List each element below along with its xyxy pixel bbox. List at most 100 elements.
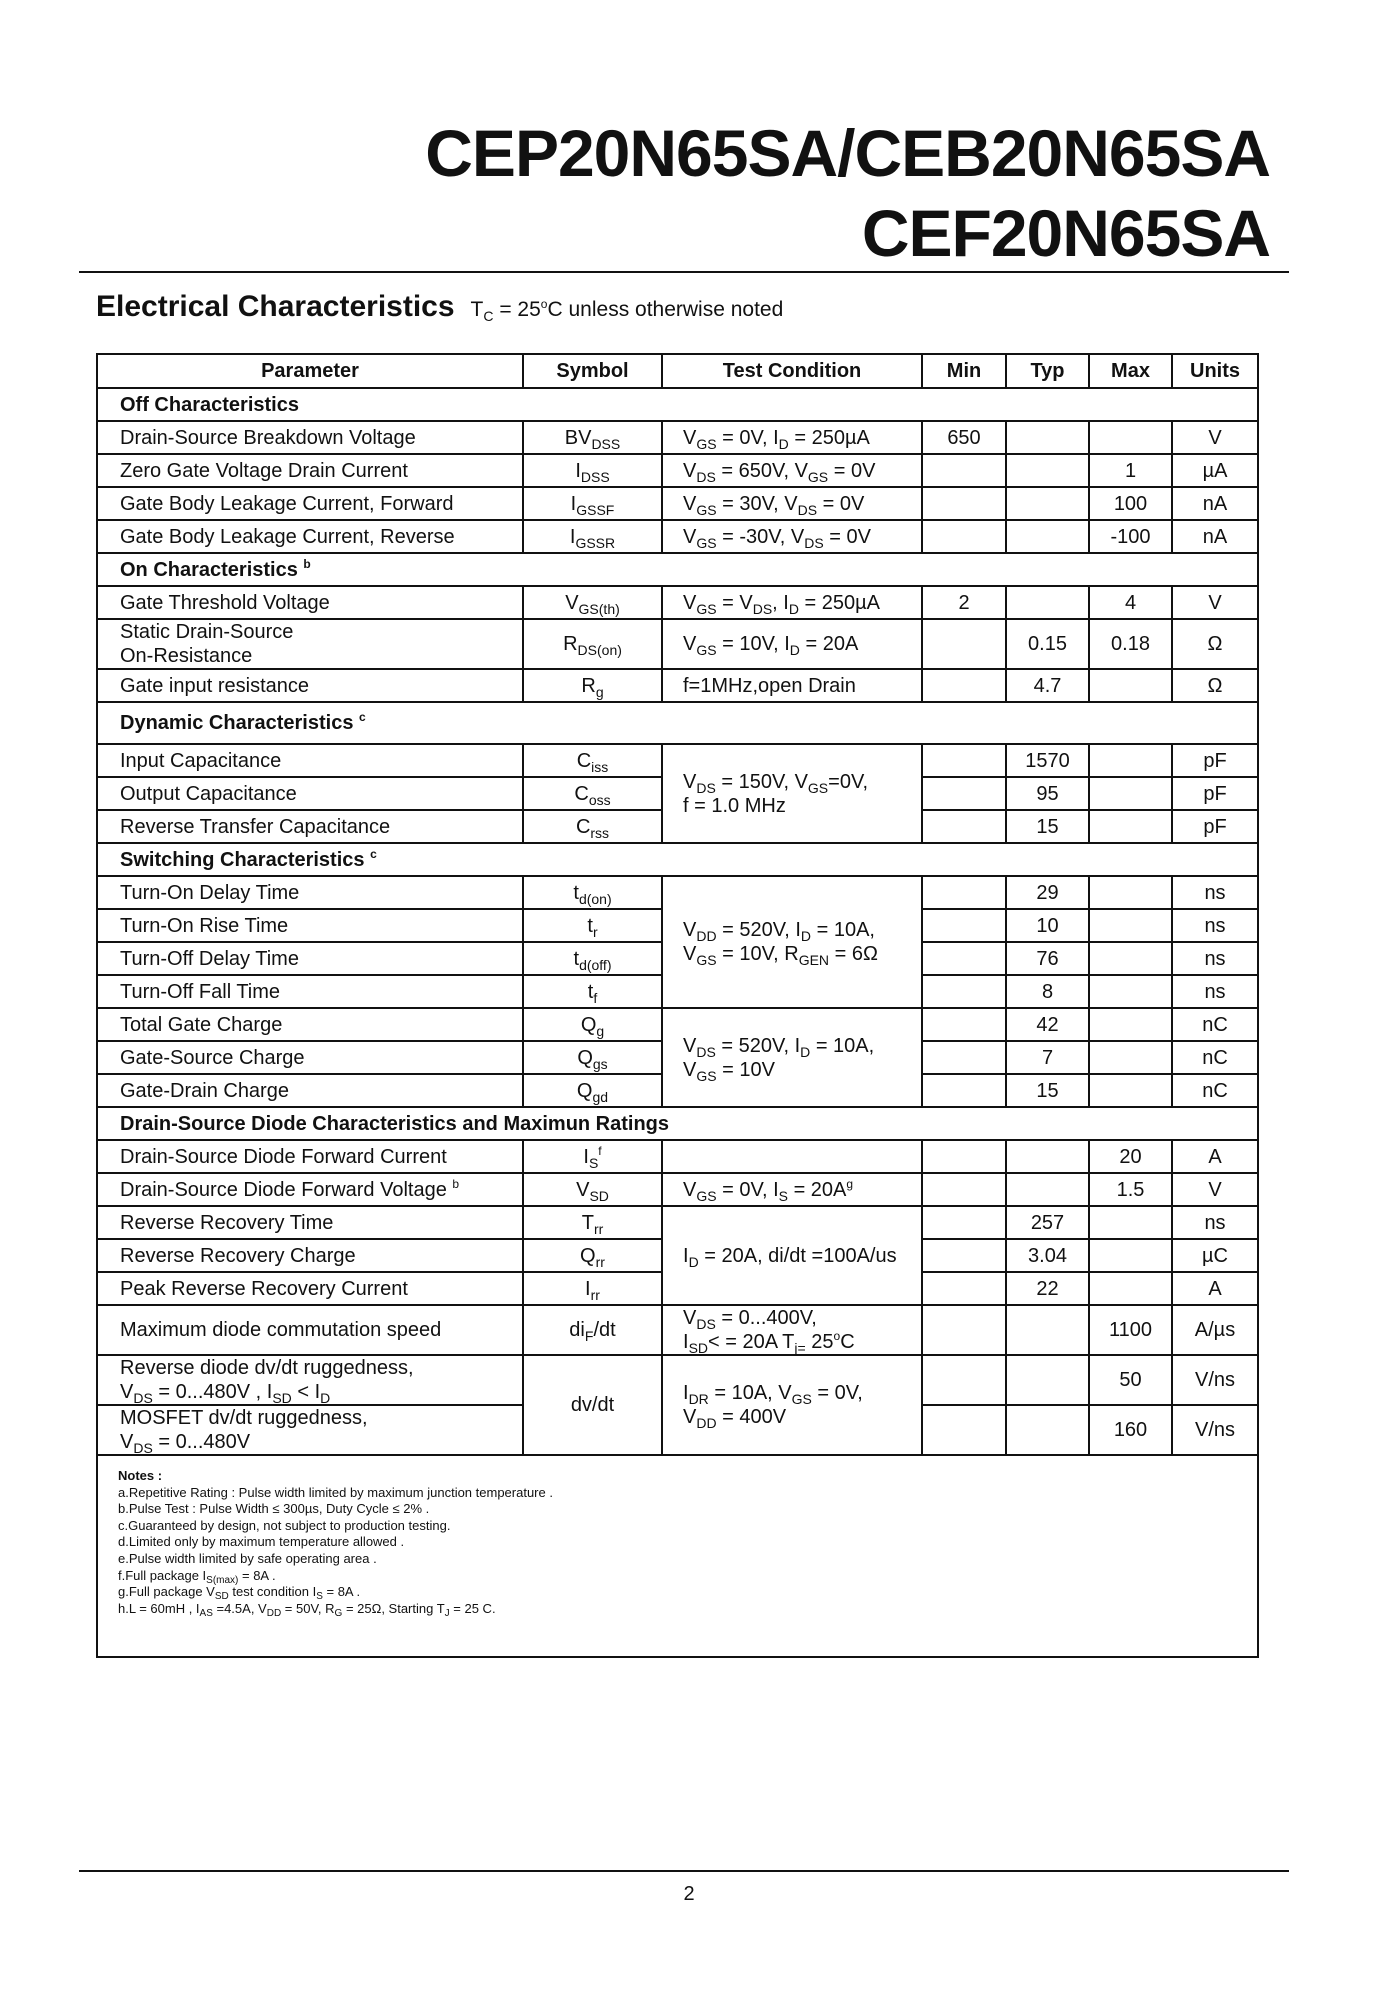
- table-header-row: Parameter Symbol Test Condition Min Typ Max Un…: [96, 353, 1259, 389]
- symbol-cell: td(on): [522, 875, 663, 910]
- max-cell: [1088, 875, 1173, 910]
- table-row: Gate Body Leakage Current, Forward IGSSF V…: [96, 486, 1259, 521]
- parameter-cell: Drain-Source Diode Forward Current: [96, 1139, 524, 1174]
- min-cell: [921, 941, 1007, 976]
- max-cell: [1088, 743, 1173, 778]
- header-divider: [79, 271, 1289, 273]
- table-row: Drain-Source Diode Forward Current ISf 20 A: [96, 1139, 1259, 1174]
- table-row: Drain-Source Diode Forward Voltage b VSD V…: [96, 1172, 1259, 1207]
- units-cell: V: [1171, 1172, 1259, 1207]
- units-cell: V/ns: [1171, 1404, 1259, 1456]
- parameter-cell: Reverse Recovery Charge: [96, 1238, 524, 1273]
- symbol-cell: Irr: [522, 1271, 663, 1306]
- column-header-min: Min: [921, 353, 1007, 389]
- parameter-cell: Output Capacitance: [96, 776, 524, 811]
- condition-cell: VGS = -30V, VDS = 0V: [661, 519, 923, 554]
- max-cell: [1088, 1007, 1173, 1042]
- table-row: Turn-On Rise Time tr 10 ns: [96, 908, 1259, 943]
- typ-cell: [1005, 519, 1090, 554]
- max-cell: 0.18: [1088, 618, 1173, 670]
- part-number-title: CEP20N65SA/CEB20N65SA: [425, 116, 1271, 190]
- column-header-units: Units: [1171, 353, 1259, 389]
- parameter-cell: Zero Gate Voltage Drain Current: [96, 453, 524, 488]
- condition-cell: VDS = 150V, VGS=0V, f = 1.0 MHz: [661, 743, 923, 844]
- condition-cell: VDS = 520V, ID = 10A, VGS = 10V: [661, 1007, 923, 1108]
- units-cell: µA: [1171, 453, 1259, 488]
- units-cell: ns: [1171, 941, 1259, 976]
- units-cell: ns: [1171, 974, 1259, 1009]
- typ-cell: 42: [1005, 1007, 1090, 1042]
- column-header-test-condition: Test Condition: [661, 353, 923, 389]
- table-row: Drain-Source Breakdown Voltage BVDSS VGS =…: [96, 420, 1259, 455]
- typ-cell: 22: [1005, 1271, 1090, 1306]
- symbol-cell: tf: [522, 974, 663, 1009]
- typ-cell: [1005, 1404, 1090, 1456]
- typ-cell: [1005, 1139, 1090, 1174]
- parameter-cell: Drain-Source Breakdown Voltage: [96, 420, 524, 455]
- typ-cell: [1005, 420, 1090, 455]
- column-header-parameter: Parameter: [96, 353, 524, 389]
- min-cell: 650: [921, 420, 1007, 455]
- symbol-cell: VSD: [522, 1172, 663, 1207]
- min-cell: [921, 776, 1007, 811]
- symbol-cell: RDS(on): [522, 618, 663, 670]
- typ-cell: 0.15: [1005, 618, 1090, 670]
- condition-cell: [661, 1139, 923, 1174]
- parameter-cell: Gate-Source Charge: [96, 1040, 524, 1075]
- parameter-cell: Total Gate Charge: [96, 1007, 524, 1042]
- condition-cell: VGS = VDS, ID = 250µA: [661, 585, 923, 620]
- min-cell: [921, 1007, 1007, 1042]
- section-condition: TC = 25oC unless otherwise noted: [470, 297, 784, 324]
- table-row: Gate-Source Charge Qgs 7 nC: [96, 1040, 1259, 1075]
- units-cell: Ω: [1171, 668, 1259, 703]
- units-cell: A/µs: [1171, 1304, 1259, 1356]
- min-cell: [921, 809, 1007, 844]
- table-row: Gate Body Leakage Current, Reverse IGSSR V…: [96, 519, 1259, 554]
- condition-cell: VDD = 520V, ID = 10A, VGS = 10V, RGEN = 6…: [661, 875, 923, 1009]
- min-cell: [921, 743, 1007, 778]
- parameter-cell: Peak Reverse Recovery Current: [96, 1271, 524, 1306]
- typ-cell: [1005, 1304, 1090, 1356]
- symbol-cell: tr: [522, 908, 663, 943]
- symbol-cell: Qgd: [522, 1073, 663, 1108]
- symbol-cell: ISf: [522, 1139, 663, 1174]
- min-cell: [921, 875, 1007, 910]
- parameter-cell: Static Drain-Source On-Resistance: [96, 618, 524, 670]
- typ-cell: [1005, 1354, 1090, 1406]
- table-row: Maximum diode commutation speed diF/dt VDS…: [96, 1304, 1259, 1356]
- symbol-cell: IGSSF: [522, 486, 663, 521]
- max-cell: [1088, 668, 1173, 703]
- typ-cell: 76: [1005, 941, 1090, 976]
- symbol-cell: Qg: [522, 1007, 663, 1042]
- section-title: Electrical Characteristics: [96, 290, 455, 323]
- max-cell: 160: [1088, 1404, 1173, 1456]
- column-header-typ: Typ: [1005, 353, 1090, 389]
- min-cell: [921, 453, 1007, 488]
- units-cell: nC: [1171, 1007, 1259, 1042]
- column-header-symbol: Symbol: [522, 353, 663, 389]
- column-header-max: Max: [1088, 353, 1173, 389]
- units-cell: A: [1171, 1139, 1259, 1174]
- units-cell: V: [1171, 585, 1259, 620]
- parameter-cell: MOSFET dv/dt ruggedness, VDS = 0...480V: [96, 1404, 524, 1456]
- table-row: Output Capacitance Coss 95 pF: [96, 776, 1259, 811]
- condition-cell: IDR = 10A, VGS = 0V, VDD = 400V: [661, 1354, 923, 1456]
- units-cell: pF: [1171, 809, 1259, 844]
- table-row: Turn-On Delay Time td(on) VDD = 520V, ID =…: [96, 875, 1259, 1009]
- symbol-cell: IGSSR: [522, 519, 663, 554]
- condition-cell: ID = 20A, di/dt =100A/us: [661, 1205, 923, 1306]
- symbol-cell: Qgs: [522, 1040, 663, 1075]
- max-cell: [1088, 1205, 1173, 1240]
- max-cell: [1088, 974, 1173, 1009]
- max-cell: [1088, 1040, 1173, 1075]
- condition-cell: VGS = 0V, ID = 250µA: [661, 420, 923, 455]
- section-row: On Characteristics b: [96, 552, 1259, 587]
- min-cell: [921, 1139, 1007, 1174]
- symbol-cell: td(off): [522, 941, 663, 976]
- max-cell: 50: [1088, 1354, 1173, 1406]
- min-cell: [921, 1040, 1007, 1075]
- min-cell: [921, 668, 1007, 703]
- typ-cell: 15: [1005, 809, 1090, 844]
- condition-cell: VGS = 0V, IS = 20Ag: [661, 1172, 923, 1207]
- symbol-cell: Crss: [522, 809, 663, 844]
